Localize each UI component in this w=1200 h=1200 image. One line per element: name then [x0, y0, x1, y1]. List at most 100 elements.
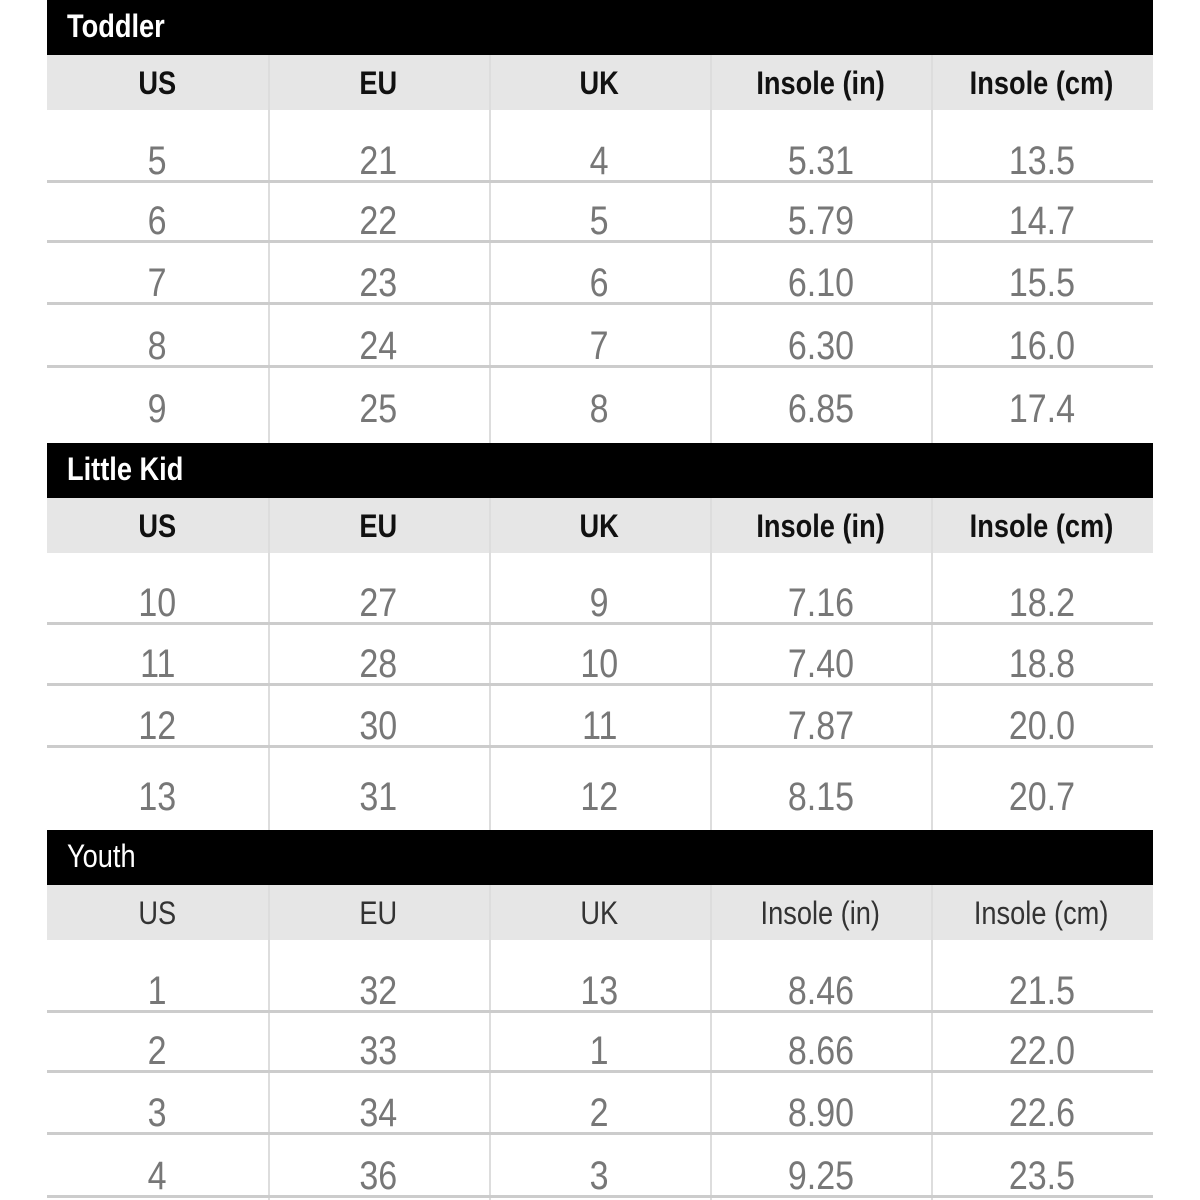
table-cell: 2	[148, 1029, 167, 1073]
table-cell: 7.40	[787, 642, 854, 686]
table-cell: 6	[590, 261, 609, 305]
table-cell: 22.0	[1008, 1029, 1075, 1073]
table-cell: 22	[359, 199, 398, 243]
table-cell: 22.6	[1008, 1091, 1075, 1135]
section-toddler: Toddler US EU UK Insole (in) Insole (cm) 5 21 4 5…	[47, 0, 1153, 443]
table-cell: 7.87	[787, 704, 854, 748]
table-cell: 8.90	[787, 1091, 854, 1135]
column-divider	[489, 55, 491, 443]
table-cell: 5.31	[787, 139, 854, 183]
table-cell: 8.66	[787, 1029, 854, 1073]
section-title: Little Kid	[67, 451, 184, 487]
column-header: UK	[579, 508, 620, 544]
table-cell: 6.85	[787, 387, 854, 431]
table-cell: 2	[590, 1091, 609, 1135]
column-divider	[268, 498, 270, 830]
table-cell: 6	[148, 199, 167, 243]
table-cell: 31	[359, 775, 398, 819]
table-row: 6 22 5 5.79 14.7	[47, 183, 1153, 243]
column-divider	[268, 885, 270, 1200]
table-cell: 32	[359, 969, 398, 1013]
header-row: US EU UK Insole (in) Insole (cm)	[47, 498, 1153, 553]
section-title: Toddler	[67, 8, 165, 44]
table-cell: 1	[148, 969, 167, 1013]
table-row: 13 31 12 8.15 20.7	[47, 748, 1153, 828]
table-row: 1 32 13 8.46 21.5	[47, 940, 1153, 1013]
header-row: US EU UK Insole (in) Insole (cm)	[47, 885, 1153, 940]
column-header: UK	[580, 895, 619, 931]
column-divider	[489, 498, 491, 830]
table-row: 10 27 9 7.16 18.2	[47, 553, 1153, 625]
table-cell: 13.5	[1008, 139, 1075, 183]
table-cell: 13	[138, 775, 177, 819]
table-cell: 28	[359, 642, 398, 686]
table-cell: 5	[148, 139, 167, 183]
header-row: US EU UK Insole (in) Insole (cm)	[47, 55, 1153, 110]
table-row: 2 33 1 8.66 22.0	[47, 1013, 1153, 1073]
column-divider	[710, 498, 712, 830]
table-cell: 27	[359, 581, 398, 625]
table-cell: 18.8	[1008, 642, 1075, 686]
table-cell: 8.46	[787, 969, 854, 1013]
table-cell: 3	[590, 1154, 609, 1198]
table-cell: 1	[590, 1029, 609, 1073]
table-cell: 13	[580, 969, 619, 1013]
column-header: US	[138, 895, 177, 931]
column-header: UK	[579, 65, 620, 101]
table-cell: 6.30	[787, 324, 854, 368]
column-header: Insole (in)	[760, 895, 881, 931]
column-header: Insole (in)	[756, 508, 885, 544]
column-header: Insole (cm)	[969, 508, 1114, 544]
table-cell: 33	[359, 1029, 398, 1073]
table-cell: 21.5	[1008, 969, 1075, 1013]
table-cell: 16.0	[1008, 324, 1075, 368]
section-title: Youth	[67, 838, 136, 874]
table-row: 5 21 4 5.31 13.5	[47, 110, 1153, 183]
column-header: Insole (cm)	[974, 895, 1109, 931]
section-little-kid: Little Kid US EU UK Insole (in) Insole (cm) 10…	[47, 443, 1153, 830]
table-cell: 10	[580, 642, 619, 686]
table-cell: 34	[359, 1091, 398, 1135]
section-title-bar: Toddler	[47, 0, 1153, 55]
table-cell: 11	[139, 642, 176, 686]
column-divider	[710, 55, 712, 443]
table-cell: 8	[590, 387, 609, 431]
table-cell: 20.7	[1008, 775, 1075, 819]
table-row: 11 28 10 7.40 18.8	[47, 625, 1153, 686]
table-row: 12 30 11 7.87 20.0	[47, 686, 1153, 748]
table-cell: 21	[359, 139, 398, 183]
table-cell: 25	[359, 387, 398, 431]
column-divider	[931, 498, 933, 830]
table-cell: 9	[148, 387, 167, 431]
column-divider	[931, 55, 933, 443]
table-cell: 5	[590, 199, 609, 243]
column-header: Insole (in)	[756, 65, 885, 101]
column-header: EU	[359, 508, 398, 544]
table-cell: 3	[148, 1091, 167, 1135]
section-title-bar: Youth	[47, 830, 1153, 885]
table-cell: 23	[359, 261, 398, 305]
table-cell: 12	[138, 704, 177, 748]
table-cell: 24	[359, 324, 398, 368]
table-cell: 7	[148, 261, 167, 305]
table-cell: 7	[590, 324, 609, 368]
table-row: 4 36 3 9.25 23.5	[47, 1135, 1153, 1198]
table-cell: 9	[590, 581, 609, 625]
table-cell: 15.5	[1008, 261, 1075, 305]
column-header: US	[138, 65, 177, 101]
table-cell: 9.25	[787, 1154, 854, 1198]
table-cell: 36	[359, 1154, 398, 1198]
table-row: 9 25 8 6.85 17.4	[47, 368, 1153, 440]
column-header: EU	[359, 65, 398, 101]
table-row: 3 34 2 8.90 22.6	[47, 1073, 1153, 1135]
table-cell: 4	[590, 139, 609, 183]
section-youth: Youth US EU UK Insole (in) Insole (cm) 1 32 13 8.…	[47, 830, 1153, 1200]
column-divider	[489, 885, 491, 1200]
table-cell: 18.2	[1008, 581, 1075, 625]
column-divider	[710, 885, 712, 1200]
table-cell: 7.16	[787, 581, 854, 625]
table-cell: 8	[148, 324, 167, 368]
table-cell: 20.0	[1008, 704, 1075, 748]
table-cell: 14.7	[1008, 199, 1075, 243]
table-cell: 23.5	[1008, 1154, 1075, 1198]
